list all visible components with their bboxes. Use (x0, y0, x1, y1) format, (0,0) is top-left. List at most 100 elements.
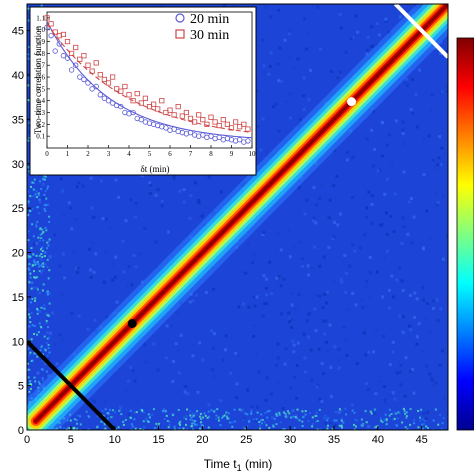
inset-point (212, 119, 218, 125)
inset-x-tick-label: 7 (189, 150, 193, 158)
cut-line (27, 339, 117, 430)
y-tick-label: 5 (18, 381, 24, 393)
inset-point (208, 133, 214, 139)
inset-point (179, 113, 185, 119)
inset-point (68, 67, 75, 73)
inset-point (44, 15, 50, 21)
inset-point (241, 121, 247, 127)
inset-point (72, 62, 79, 68)
x-tick-label: 40 (372, 434, 384, 446)
band-layer (34, 4, 448, 423)
x-axis-ticks: 0 5 10 15 20 25 30 35 40 45 (24, 426, 428, 446)
inset-point (159, 98, 165, 104)
inset-point (196, 112, 202, 118)
inset-point (81, 53, 87, 59)
inset-point (101, 76, 107, 83)
x-tick-label: 45 (416, 434, 428, 446)
inset-point (187, 115, 194, 122)
inset-point (93, 60, 99, 66)
inset-point (85, 80, 91, 86)
x-tick-label: 15 (152, 434, 164, 446)
inset-y-tick-label: 0.4 (36, 97, 45, 105)
inset-x-tick-label: 10 (249, 150, 257, 158)
inset-y-tick-label: 0.9 (36, 38, 45, 46)
inset-x-tick-label: 6 (168, 150, 172, 158)
inset-y-tick-label: 0.5 (36, 85, 45, 93)
inset-point (73, 44, 79, 51)
inset-y-tick-label: 1.0 (36, 26, 45, 34)
y-tick-label: 0 (18, 425, 24, 437)
inset-point (118, 103, 124, 110)
y-tick-label: 35 (12, 114, 24, 126)
inset-point (48, 21, 54, 27)
inset-point (245, 126, 251, 132)
y-tick-label: 45 (12, 26, 24, 38)
markers (127, 97, 357, 328)
inset-y-tick-label: 0.7 (36, 62, 45, 70)
inset-point (224, 121, 230, 127)
inset-point (118, 88, 124, 94)
inset-y-tick-label: 0.8 (36, 50, 45, 58)
inset-y-tick-label: 0.2 (36, 121, 45, 129)
inset-point (97, 72, 103, 78)
x-tick-label: 25 (240, 434, 252, 446)
inset-x-tick-label: 4 (127, 150, 131, 158)
inset-x-tick-label: 3 (107, 150, 111, 158)
inset-point (69, 50, 75, 56)
inset-point (155, 106, 161, 112)
legend-label: 20 min (190, 12, 229, 27)
colorbar-gradient (456, 37, 474, 431)
inset-point (167, 107, 173, 113)
inset-point (85, 62, 91, 68)
inset-point (232, 119, 239, 125)
inset-point (77, 56, 83, 62)
inset-point (60, 31, 67, 38)
inset-point (183, 109, 189, 116)
inset-point (130, 98, 136, 104)
inset-point (97, 92, 103, 98)
inset-point (245, 138, 251, 144)
y-tick-label: 40 (12, 70, 24, 82)
y-axis-ticks: 0 5 10 15 20 25 30 35 40 45 (12, 26, 31, 437)
inset-y-tick-label: 0.3 (36, 109, 45, 117)
x-tick-label: 20 (196, 434, 208, 446)
y-tick-label: 10 (12, 336, 24, 348)
inset-point (64, 38, 71, 45)
inset-point (52, 48, 58, 54)
inset-point (236, 137, 243, 143)
x-axis-label: Time t1 (min) (204, 457, 273, 473)
x-tick-label: 30 (284, 434, 296, 446)
inset-point (171, 126, 177, 132)
diagonal-band (27, 4, 448, 430)
inset-point (89, 68, 95, 74)
inset-point (130, 109, 136, 116)
inset-point (191, 119, 198, 125)
inset-fit-curve (46, 23, 253, 133)
inset-point (204, 121, 210, 127)
inset-x-tick-label: 0 (45, 150, 49, 158)
inset-point (142, 95, 148, 101)
legend-marker (175, 13, 185, 23)
inset-point (60, 53, 67, 59)
inset-x-label: δt (min) (141, 164, 170, 174)
time-marker (347, 97, 357, 107)
inset-point (138, 100, 144, 106)
inset-x-tick-label: 8 (209, 150, 213, 158)
inset-point (208, 114, 214, 120)
inset-point (101, 95, 108, 102)
inset-point (110, 74, 116, 80)
inset-point (48, 32, 54, 39)
inset-point (122, 83, 128, 90)
time-marker (127, 319, 137, 328)
inset-point (200, 117, 206, 123)
colorbar (456, 37, 474, 431)
inset-point (138, 116, 144, 123)
cut-line (393, 4, 448, 59)
inset-point (105, 80, 112, 86)
inset-point (216, 122, 222, 129)
inset-point (52, 29, 58, 35)
plot-frame (26, 3, 449, 431)
inset-point (109, 100, 116, 106)
